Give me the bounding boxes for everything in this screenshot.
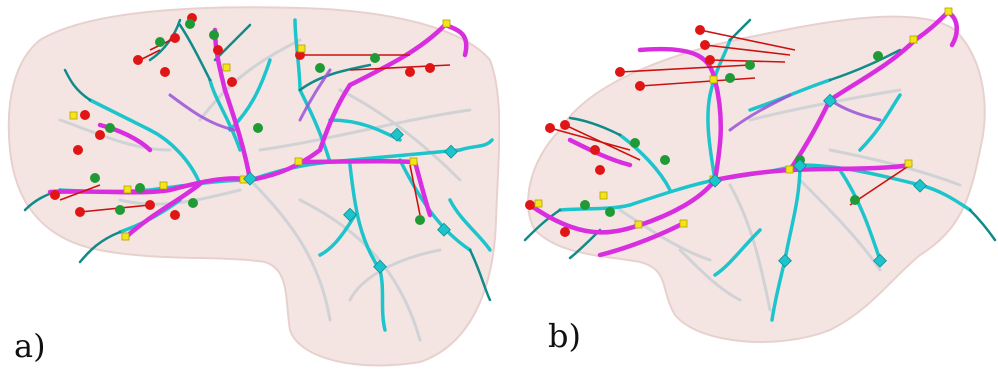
panel-label-a: a) (14, 327, 46, 365)
red-link-lines (549, 29, 911, 206)
liver-render-a (7, 6, 500, 367)
panel-label-b: b) (548, 317, 581, 355)
purple-vessel-tree (168, 68, 332, 132)
green-markers (90, 19, 425, 225)
panel-a: a) (7, 6, 500, 367)
panel-b: b) (500, 0, 998, 374)
shadow-vessels (58, 38, 472, 342)
yellow-markers (69, 19, 451, 241)
red-markers (525, 25, 715, 237)
red-markers (50, 13, 435, 220)
liver-render-b (523, 7, 997, 343)
organ-surface (527, 15, 986, 343)
teal-vessel-tree (523, 18, 997, 260)
cyan-nodes (708, 93, 927, 268)
green-markers (580, 51, 883, 217)
cyan-nodes (243, 127, 458, 274)
shadow-vessels (618, 88, 962, 312)
organ-surface (7, 6, 500, 367)
